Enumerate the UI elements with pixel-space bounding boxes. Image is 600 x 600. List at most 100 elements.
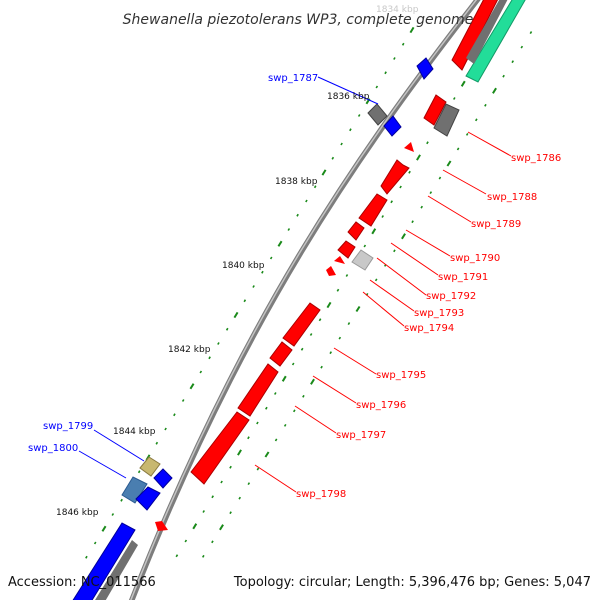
scale-tick — [310, 378, 315, 385]
gene-label-swp-1786[interactable]: swp_1786 — [511, 153, 561, 164]
gene-label-swp-1790[interactable]: swp_1790 — [450, 253, 500, 264]
scale-tick — [247, 436, 250, 440]
scale-tick — [155, 441, 159, 445]
gene-swp-1800-blue[interactable] — [135, 486, 161, 511]
gene-label-swp-1798[interactable]: swp_1798 — [296, 489, 346, 500]
scale-tick — [208, 356, 211, 360]
gene-forward-top[interactable] — [451, 0, 500, 71]
scale-tick — [247, 482, 251, 486]
scale-tick — [484, 103, 487, 107]
gene-swp-1798[interactable] — [190, 411, 250, 485]
gene-label-swp-1791[interactable]: swp_1791 — [438, 272, 488, 283]
gene-label-swp-1788[interactable]: swp_1788 — [487, 192, 537, 203]
scale-tick — [274, 438, 278, 442]
scale-tick — [411, 220, 414, 224]
scale-tick — [229, 465, 232, 469]
scale-tick — [202, 510, 205, 513]
scale-tick — [265, 406, 268, 410]
gene-label-swp-1799[interactable]: swp_1799 — [43, 421, 93, 432]
gene-label-swp-1797[interactable]: swp_1797 — [336, 430, 386, 441]
gene-label-swp-1793[interactable]: swp_1793 — [414, 308, 464, 319]
topology-summary-text: Topology: circular; Length: 5,396,476 bp… — [233, 575, 591, 590]
gene-label-swp-1792[interactable]: swp_1792 — [426, 291, 476, 302]
genome-backbone-highlight — [130, 0, 478, 600]
gene-swp-1799[interactable] — [139, 456, 161, 477]
scale-tick — [326, 301, 332, 309]
scale-tick — [256, 421, 259, 425]
scale-tick — [426, 141, 429, 145]
scale-label-1846: 1846 kbp — [56, 508, 99, 518]
gene-label-swp-1795[interactable]: swp_1795 — [376, 370, 426, 381]
gene-swp-1796[interactable] — [269, 341, 293, 367]
scale-tick — [274, 392, 277, 395]
scale-tick — [192, 523, 198, 530]
scale-tick — [225, 327, 229, 331]
scale-tick — [101, 525, 107, 532]
scale-tick — [85, 555, 88, 559]
scale-tick — [438, 176, 442, 180]
scale-tick — [264, 451, 270, 458]
gene-swp-1787-upper[interactable] — [416, 57, 434, 80]
scale-tick — [502, 74, 505, 78]
scale-tick — [371, 228, 377, 235]
scale-tick — [238, 496, 241, 500]
scale-tick — [401, 42, 405, 46]
gene-bottom-red-arrow[interactable] — [155, 521, 168, 531]
gene-label-swp-1794[interactable]: swp_1794 — [404, 323, 454, 334]
gene-swp-1800[interactable] — [121, 476, 148, 504]
gene-bottom-gray-long[interactable] — [92, 540, 138, 600]
scale-tick — [184, 539, 188, 543]
scale-tick — [374, 278, 378, 282]
gene-swp-1797[interactable] — [237, 363, 279, 417]
scale-tick — [355, 305, 361, 313]
gene-small-arrow-1788a[interactable] — [404, 142, 414, 152]
gene-teal-feature[interactable] — [465, 0, 528, 83]
scale-tick — [93, 541, 97, 545]
gene-swp-1788[interactable] — [380, 159, 410, 195]
scale-tick — [375, 85, 379, 89]
scale-tick — [305, 199, 308, 203]
gene-swp-1799-blue[interactable] — [153, 468, 173, 489]
label-leader-lines — [78, 76, 512, 493]
gene-swp-1787[interactable] — [383, 115, 402, 137]
scale-tick — [243, 299, 247, 303]
scale-tick — [329, 351, 332, 355]
gene-label-swp-1789[interactable]: swp_1789 — [471, 219, 521, 230]
gene-gray-1786[interactable] — [433, 103, 460, 137]
gene-swp-1791[interactable] — [337, 240, 356, 259]
gene-bottom-blue-long[interactable] — [70, 522, 136, 600]
scale-tick — [399, 185, 402, 189]
scale-label-1836: 1836 kbp — [327, 92, 370, 102]
gene-label-swp-1796[interactable]: swp_1796 — [356, 400, 406, 411]
gene-swp-1795[interactable] — [282, 302, 321, 347]
scale-tick — [313, 185, 317, 189]
gene-swp-1790[interactable] — [347, 221, 365, 241]
scale-tick — [293, 409, 296, 413]
gene-swp-1792[interactable] — [351, 249, 374, 271]
scale-tick — [492, 87, 497, 94]
scale-tick — [446, 160, 452, 167]
gene-label-swp-1787[interactable]: swp_1787 — [268, 73, 318, 84]
scale-tick — [390, 200, 393, 204]
scale-tick — [252, 285, 255, 288]
gene-swp-1794[interactable] — [326, 266, 336, 276]
scale-tick — [393, 57, 396, 60]
scale-tick — [384, 71, 387, 75]
gene-swp-1789[interactable] — [358, 193, 388, 227]
scale-tick — [529, 31, 533, 34]
scale-tick — [345, 274, 349, 277]
scale-tick — [318, 318, 322, 322]
gene-label-swp-1800[interactable]: swp_1800 — [28, 443, 78, 454]
scale-tick — [137, 470, 141, 474]
scale-tick — [189, 383, 195, 390]
gene-gray-1787[interactable] — [367, 103, 388, 126]
gene-swp-1793[interactable] — [334, 256, 345, 264]
gene-swp-1786[interactable] — [423, 94, 447, 126]
scale-tick — [460, 80, 466, 87]
scale-tick-dots — [85, 26, 533, 559]
scale-tick — [181, 399, 185, 402]
diagram-title: Shewanella piezotolerans WP3, complete g… — [123, 12, 474, 28]
scale-tick — [321, 169, 327, 176]
scale-tick — [340, 142, 343, 146]
gene-gray-top[interactable] — [466, 0, 510, 64]
